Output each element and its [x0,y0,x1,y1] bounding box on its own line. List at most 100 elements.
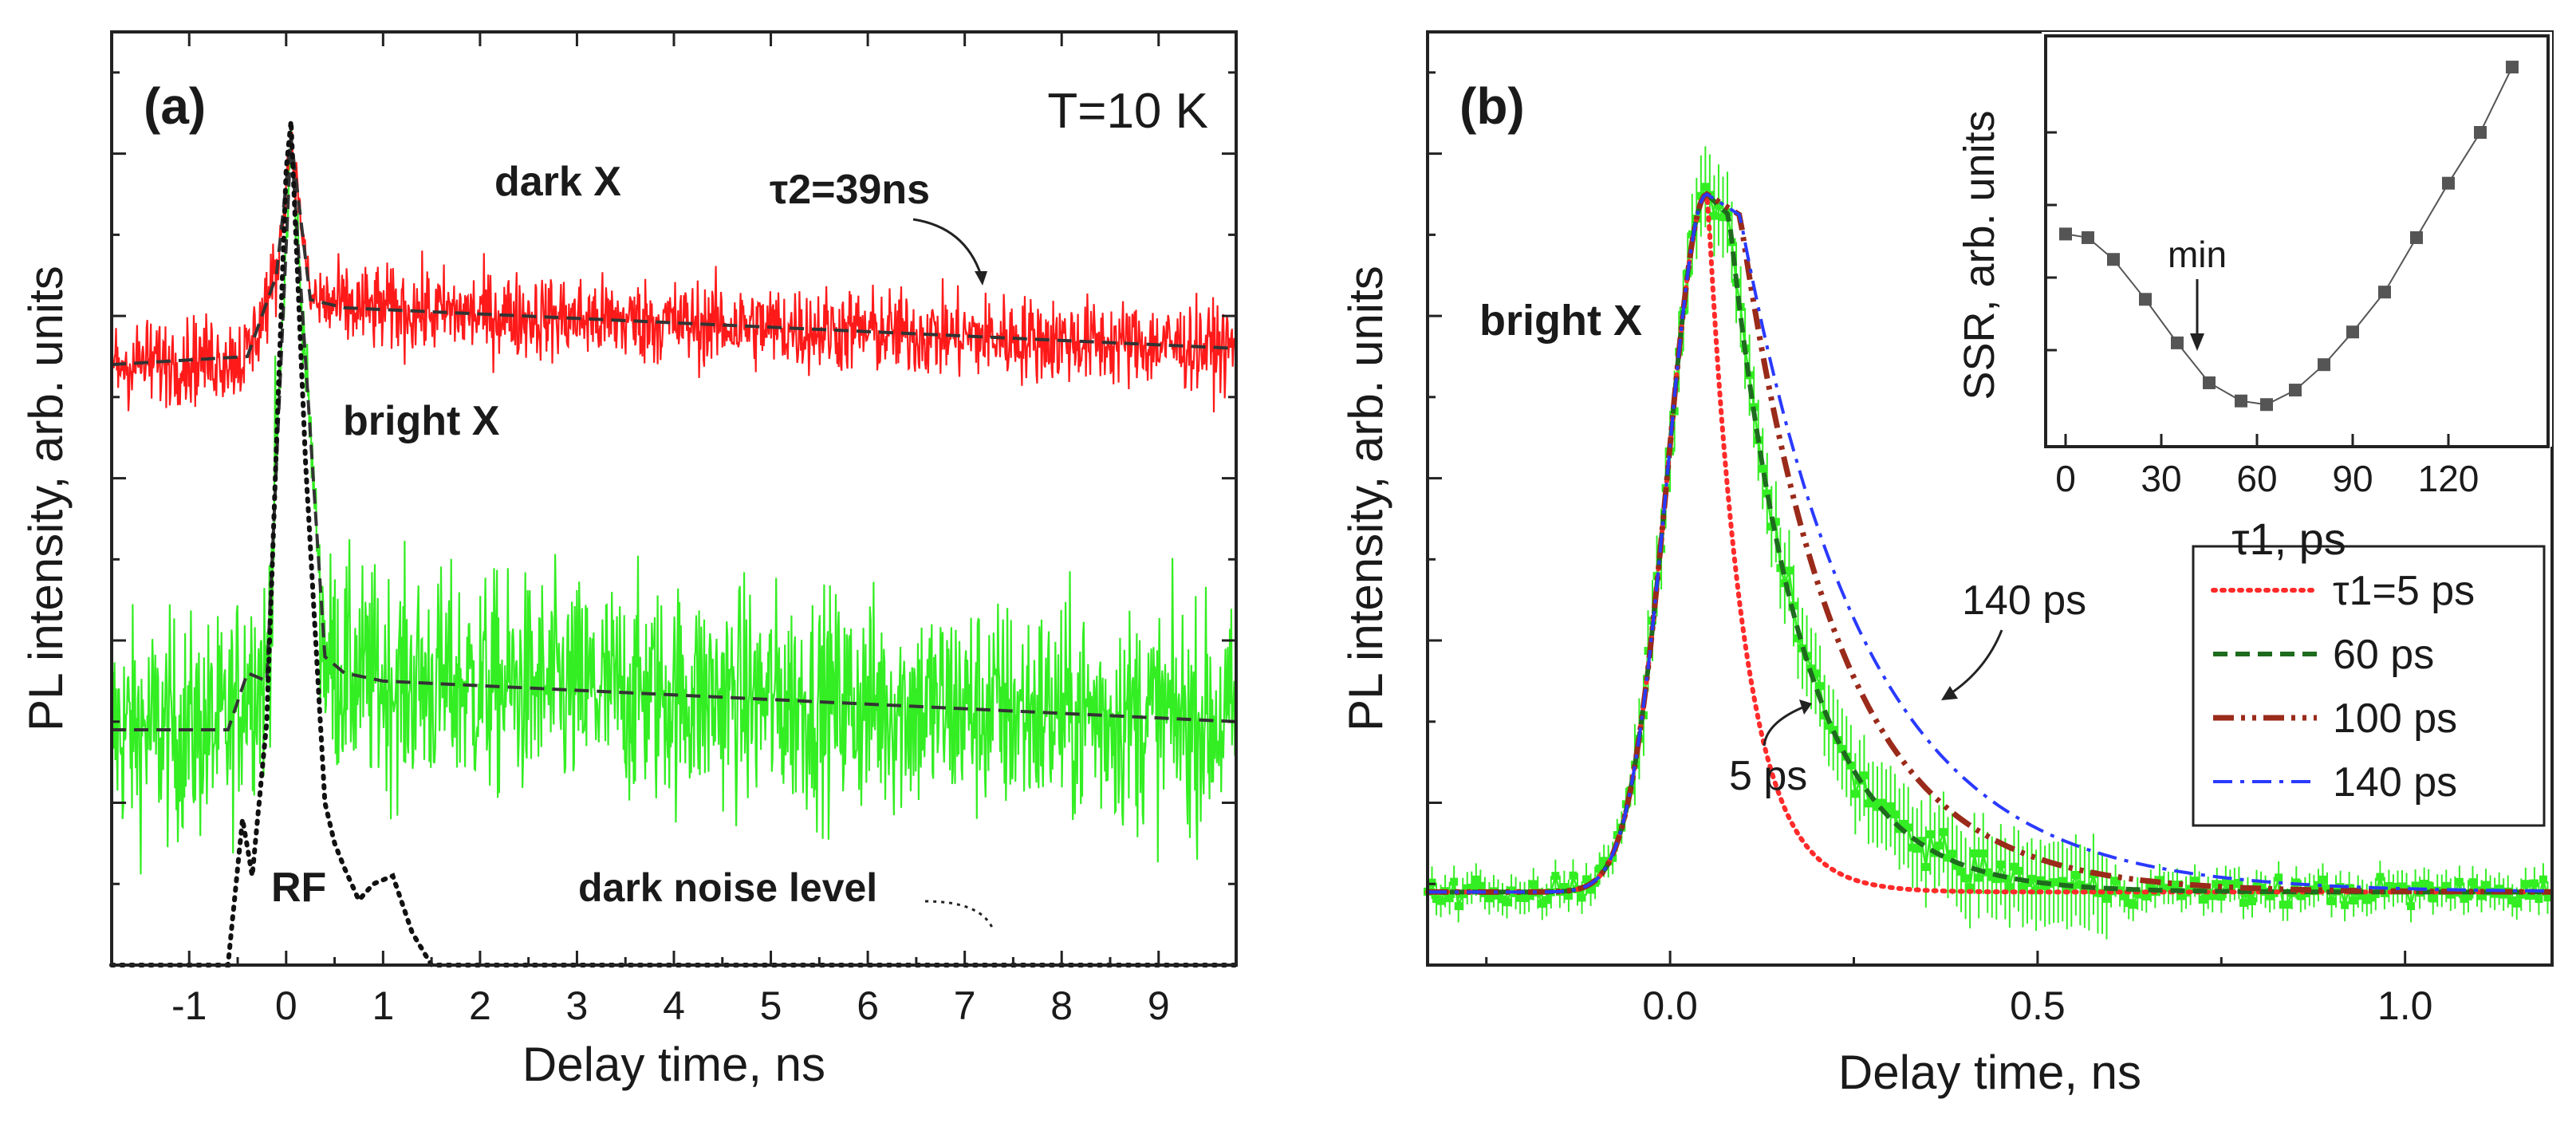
arrowhead-5ps [1799,699,1812,715]
bright-x-data-point [1551,872,1560,881]
dark-noise-label: dark noise level [578,865,877,910]
inset-xtick-label: 0 [2055,458,2076,499]
bright-x-data-point [2296,892,2305,900]
bright-x-data-point [1595,864,1604,873]
bright-x-data-point [1970,849,1979,857]
bright-x-data-point [1529,880,1538,889]
dark-noise-arrow [924,900,995,930]
bright-x-data-point [2279,900,2287,909]
bright-x-data-point [2027,874,2036,883]
bright-x-data-point [1432,895,1441,904]
bright-x-data-point [2014,866,2023,875]
bright-x-data-point [1525,892,1534,900]
bright-x-data-point [1816,682,1825,691]
bright-x-data-point [1471,875,1480,884]
bright-x-data-point [2010,862,2019,871]
tau2-label: τ2=39ns [770,167,930,213]
bright-x-data-point [2221,877,2230,886]
panel-b-xtick-label: 1.0 [2377,983,2433,1028]
bright-x-data-point [1825,721,1834,730]
rf-label: RF [271,865,326,911]
bright-x-data-point [1494,891,1503,900]
ssr-point [2139,293,2152,306]
bright-x-data-point [1463,884,1471,892]
ssr-point [2318,358,2330,372]
bright-x-data-point [2517,890,2526,899]
panel-b-ticks: 0.0 0.5 1.0 [1428,71,2433,1028]
bright-x-data-point [1582,875,1591,884]
bright-x-data-point [2125,899,2133,908]
ssr-point [2474,126,2487,139]
inset-xtick-label: 90 [2332,458,2373,499]
bright-x-data-point [2164,884,2172,892]
bright-x-data-point [2535,895,2543,904]
bright-x-data-point [2411,881,2420,890]
ssr-point [2235,394,2247,408]
label-5ps: 5 ps [1729,753,1807,799]
bright-x-data-point [2275,873,2283,882]
bright-x-data-point [1759,464,1767,473]
bright-x-data-point [1785,566,1794,575]
bright-x-data-point [2266,892,2275,900]
legend-label-tau-5: τ1=5 ps [2333,568,2475,614]
inset-xtick-label: 120 [2418,458,2479,499]
bright-x-data-point [2191,877,2200,885]
bright-x-data-point [2468,878,2477,887]
fit-curve-tau-140 [1428,192,2551,894]
ssr-point [2506,61,2519,74]
legend-label-tau-60: 60 ps [2333,632,2434,678]
bright-x-data-point [1710,211,1719,220]
bright-x-data-point [2076,881,2085,889]
panel-a-xtick-label: 1 [372,983,394,1028]
bright-x-data-point [2032,886,2041,895]
legend-label-tau-140: 140 ps [2333,759,2457,806]
bright-x-data-point [1926,830,1935,839]
bright-x-data-point [2041,881,2050,890]
ssr-inset: 0 30 60 90 120 SSR, arb. units τ1, ps min [1956,32,2552,564]
panel-b-traces [1424,146,2554,940]
bright-x-data-point [2477,892,2486,900]
bright-x-data-point [1846,761,1855,770]
inset-min-label: min [2168,234,2227,275]
bright-x-data-point [2350,896,2358,905]
bright-x-data-point [1485,894,1494,903]
bright-x-data-point [2530,879,2539,888]
bright-x-data-point [1714,201,1723,210]
bright-x-data-point [1891,810,1900,819]
bright-x-data-point [1886,802,1895,810]
bright-x-data-point [2318,875,2327,884]
bright-x-data-point [1996,860,2005,869]
bright-x-data-point [2424,881,2433,890]
panel-b: 0.0 0.5 1.0 (b) bright X 140 ps 5 ps τ1=5 … [1339,30,2554,1099]
bright-x-data-point [2036,876,2045,885]
bright-x-data-point [2111,877,2120,885]
bright-x-data-point [2358,892,2367,900]
bright-x-data-point [2512,899,2521,908]
bright-x-data-point [1975,873,1983,882]
ssr-point [2442,176,2455,190]
bright-x-data-point [1912,845,1921,853]
panel-a-xtick-label: -1 [171,983,207,1028]
bright-x-data-point [2137,890,2146,899]
ssr-point [2378,286,2391,299]
bright-x-data-point [2460,894,2468,903]
bright-x-data-point [1966,883,1975,892]
ssr-line [2065,66,2513,406]
inset-background [2042,32,2552,447]
panel-a-xlabel: Delay time, ns [522,1038,825,1091]
bright-x-data-point [2323,885,2331,893]
panel-a-xtick-label: 9 [1148,983,1170,1028]
bright-x-data-point [2442,881,2451,890]
bright-x-data-point [2160,884,2168,892]
panel-a-xtick-label: 5 [760,983,782,1028]
bright-x-data-point [1882,806,1891,814]
bright-x-data-point [2341,900,2350,909]
bright-x-data-point [2217,892,2226,901]
bright-x-data-point [2455,877,2464,886]
bright-x-data-point [2398,882,2406,891]
arrow-140ps [1949,629,2003,695]
panel-a: -1 0 1 2 3 4 5 6 7 8 9 (a) T=10 K dark X τ2=39ns b… [19,30,1239,1091]
bright-x-data-point [1961,874,1970,883]
bright-x-data-point [1503,898,1511,907]
